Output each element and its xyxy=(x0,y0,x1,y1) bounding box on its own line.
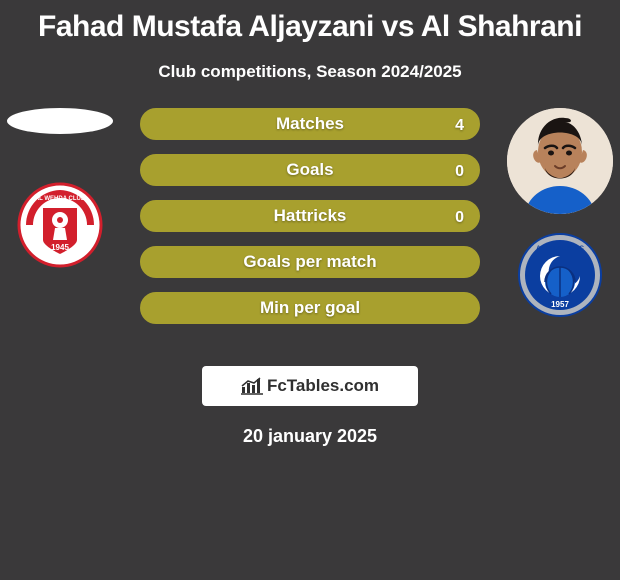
date-line: 20 january 2025 xyxy=(0,426,620,447)
page-subtitle: Club competitions, Season 2024/2025 xyxy=(0,62,620,82)
comparison-area: AL WEHDA CLUB 1945 xyxy=(0,108,620,358)
bar-chart-icon xyxy=(241,377,263,395)
stat-label: Goals per match xyxy=(142,252,478,272)
player-avatar-icon xyxy=(507,108,613,214)
page-title: Fahad Mustafa Aljayzani vs Al Shahrani xyxy=(0,0,620,44)
stat-right-value: 4 xyxy=(455,110,464,142)
stat-row: Min per goal xyxy=(140,292,480,324)
stat-row: Goals0 xyxy=(140,154,480,186)
watermark-text: FcTables.com xyxy=(267,376,379,396)
al-hilal-badge-icon: AL HILAL S. FC 1957 xyxy=(517,232,603,318)
stat-rows: Matches4Goals0Hattricks0Goals per matchM… xyxy=(140,108,480,324)
svg-text:AL HILAL S. FC: AL HILAL S. FC xyxy=(536,245,584,252)
right-club-badge: AL HILAL S. FC 1957 xyxy=(517,232,603,318)
stat-row: Hattricks0 xyxy=(140,200,480,232)
stat-label: Matches xyxy=(142,114,478,134)
svg-text:1957: 1957 xyxy=(551,300,569,309)
stat-label: Goals xyxy=(142,160,478,180)
stat-label: Hattricks xyxy=(142,206,478,226)
right-player-column: AL HILAL S. FC 1957 xyxy=(500,108,620,318)
right-player-photo xyxy=(507,108,613,214)
stat-right-value: 0 xyxy=(455,202,464,234)
left-player-photo xyxy=(7,108,113,134)
watermark: FcTables.com xyxy=(202,366,418,406)
stat-right-value: 0 xyxy=(455,156,464,188)
svg-text:AL WEHDA CLUB: AL WEHDA CLUB xyxy=(35,196,86,202)
svg-text:1945: 1945 xyxy=(51,243,69,252)
stat-row: Matches4 xyxy=(140,108,480,140)
stat-row: Goals per match xyxy=(140,246,480,278)
left-club-badge: AL WEHDA CLUB 1945 xyxy=(17,182,103,268)
al-wehda-badge-icon: AL WEHDA CLUB 1945 xyxy=(17,182,103,268)
left-player-column: AL WEHDA CLUB 1945 xyxy=(0,108,120,268)
stat-label: Min per goal xyxy=(142,298,478,318)
